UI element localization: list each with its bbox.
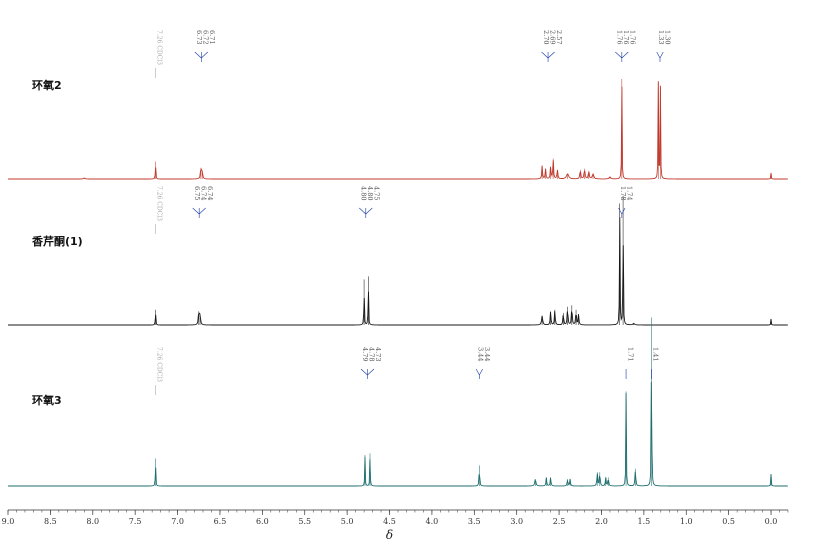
peak-label-group: 6.736.726.71 <box>194 30 216 62</box>
peak-label-connector <box>475 368 480 376</box>
peak-label-connector <box>194 51 202 59</box>
x-tick-label: 9.0 <box>2 517 15 526</box>
peak-label: 1.78 <box>619 186 627 200</box>
peak-label-connector <box>201 51 209 59</box>
x-tick-label: 4.0 <box>426 517 439 526</box>
peak-label: 6.71 <box>208 30 216 44</box>
peak-label: 1.71 <box>626 347 634 361</box>
x-tick-label: 5.0 <box>341 517 354 526</box>
spectrum-panel: 香芹酮(1)7.26 CDCl3 6.756.746.74 4.804.804.75… <box>8 186 788 326</box>
x-tick-label: 2.0 <box>595 517 608 526</box>
peak-label-connector <box>479 368 483 376</box>
peak-label: 4.73 <box>374 347 382 361</box>
peak-label-connector <box>360 368 368 376</box>
peak-label: 4.75 <box>372 186 380 200</box>
peak-label-connector <box>198 207 206 215</box>
peak-label-group: 1.41 <box>651 347 660 379</box>
peak-label: 2.70 <box>542 30 550 44</box>
x-tick-label: 2.5 <box>553 517 566 526</box>
x-axis-title: δ <box>386 528 393 541</box>
x-tick-label: 1.5 <box>638 517 651 526</box>
spectrum-name: 香芹酮(1) <box>31 234 83 248</box>
peak-label-group: 1.71 <box>625 347 634 379</box>
peak-label: 1.74 <box>625 186 633 200</box>
spectrum-panel: 环氧2 7.26 CDCl3 6.736.726.71 2.702.692.57 1.7… <box>8 30 788 180</box>
x-tick-label: 7.5 <box>129 517 142 526</box>
peak-label-connector <box>621 207 626 215</box>
solvent-label: 7.26 CDCl3 <box>156 30 163 65</box>
peak-label: 6.74 <box>206 186 214 200</box>
peak-label: 1.33 <box>657 30 665 44</box>
peak-label-connector <box>621 51 629 59</box>
peak-label: 1.76 <box>629 30 637 44</box>
peak-label-connector <box>359 207 366 215</box>
peak-label-connector <box>192 207 200 215</box>
peak-label-connector <box>365 207 373 215</box>
x-tick-label: 8.5 <box>44 517 57 526</box>
peak-label-connector <box>541 51 549 59</box>
peak-label: 4.80 <box>359 186 367 200</box>
x-tick-label: 4.5 <box>383 517 396 526</box>
peak-label-connector <box>659 51 664 59</box>
peak-label: 6.72 <box>202 30 210 44</box>
peak-label: 4.80 <box>366 186 374 200</box>
peak-label: 1.30 <box>663 30 671 44</box>
spectrum-trace <box>8 81 788 180</box>
peak-label: 1.76 <box>622 30 630 44</box>
peak-label-connector <box>656 51 661 59</box>
peak-label: 4.79 <box>361 347 369 361</box>
solvent-label: 7.26 CDCl3 <box>156 186 163 221</box>
peak-label-group: 6.756.746.74 <box>192 186 214 218</box>
x-tick-label: 8.0 <box>86 517 99 526</box>
peak-label-connector <box>547 51 555 59</box>
peak-label-group: 3.443.44 <box>475 347 491 379</box>
peak-label-group: 1.781.74 <box>618 186 633 218</box>
x-tick-label: 0.5 <box>722 517 735 526</box>
peak-label-group: 2.702.692.57 <box>541 30 563 62</box>
peak-label: 3.44 <box>483 347 491 361</box>
spectrum-trace <box>8 381 788 487</box>
peak-label: 2.57 <box>555 30 563 44</box>
peak-label-group: 1.331.30 <box>656 30 671 62</box>
spectrum-panel: 环氧3 7.26 CDCl3 4.794.784.73 3.443.44 1.71 1.4… <box>8 317 788 487</box>
x-axis: 9.0 8.5 8.0 7.5 7.0 6.5 6.0 5.5 5.0 4.5 4.0 3.5 3.0 2… <box>2 509 789 541</box>
peak-label: 2.69 <box>548 30 556 44</box>
x-tick-label: 3.0 <box>510 517 523 526</box>
spectrum-trace <box>8 217 788 326</box>
x-tick-label: 3.5 <box>468 517 481 526</box>
peak-label: 6.75 <box>193 186 201 200</box>
peak-label: 6.73 <box>195 30 203 44</box>
peak-label-group: 1.761.761.76 <box>615 30 637 62</box>
x-tick-label: 7.0 <box>171 517 184 526</box>
peak-label-connector <box>615 51 623 59</box>
peak-label: 4.78 <box>368 347 376 361</box>
peak-label: 1.76 <box>616 30 624 44</box>
peak-label: 1.41 <box>652 347 660 361</box>
x-tick-label: 6.5 <box>214 517 227 526</box>
x-tick-label: 5.5 <box>298 517 311 526</box>
peak-label-group: 4.804.804.75 <box>359 186 380 218</box>
peak-label-group: 4.794.784.73 <box>360 347 382 379</box>
peak-label-connector <box>618 207 623 215</box>
peak-label-connector <box>367 368 375 376</box>
peak-label: 3.44 <box>476 347 484 361</box>
peak-label: 6.74 <box>199 186 207 200</box>
x-tick-label: 1.0 <box>680 517 693 526</box>
x-tick-label: 0.0 <box>765 517 778 526</box>
solvent-label: 7.26 CDCl3 <box>156 347 163 382</box>
spectrum-name: 环氧3 <box>32 393 62 407</box>
x-tick-label: 6.0 <box>256 517 269 526</box>
spectrum-name: 环氧2 <box>32 78 62 92</box>
